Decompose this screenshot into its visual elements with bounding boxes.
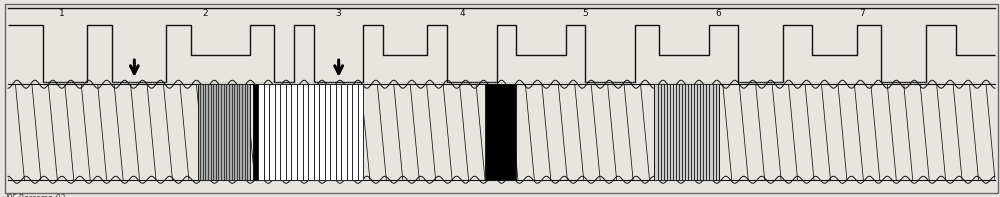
Bar [330,84,336,180]
Bar [358,84,363,180]
Text: 3: 3 [336,9,342,18]
Bar [303,84,308,180]
Bar [280,84,286,180]
Bar [275,84,280,180]
Text: 1: 1 [59,9,65,18]
Bar [258,84,264,180]
Bar [352,84,358,180]
Bar [253,84,363,180]
Bar [654,84,719,180]
Bar [308,84,314,180]
Bar [291,84,297,180]
Text: IPF-Borcomp-02: IPF-Borcomp-02 [6,194,66,197]
Text: 5: 5 [583,9,588,18]
Bar [264,84,269,180]
Bar [325,84,330,180]
Bar [198,84,250,180]
Text: 4: 4 [459,9,465,18]
Text: 2: 2 [203,9,208,18]
Bar [314,84,319,180]
Bar [297,84,303,180]
Bar [336,84,341,180]
Bar [347,84,352,180]
Bar [286,84,291,180]
Bar [319,84,325,180]
Bar [485,84,516,180]
Bar [341,84,347,180]
Bar [269,84,275,180]
Bar [253,84,258,180]
Text: 7: 7 [859,9,865,18]
Text: 6: 6 [716,9,722,18]
